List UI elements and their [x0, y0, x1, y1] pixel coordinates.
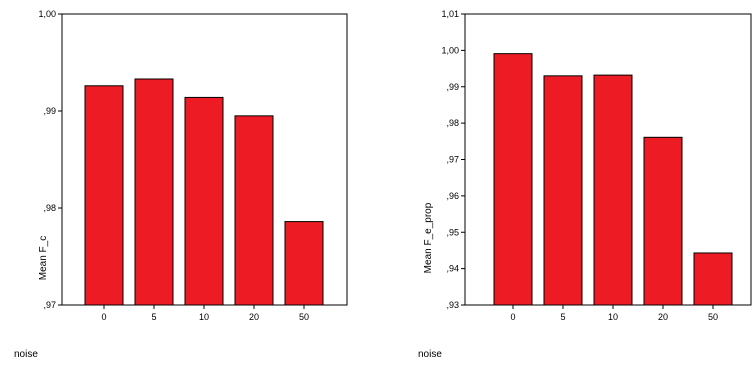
bar-noise-5 — [134, 78, 174, 306]
bar-noise-10 — [593, 74, 633, 306]
y-tick-label: 1,00 — [441, 45, 459, 55]
bar-noise-50 — [284, 221, 324, 306]
y-tick-label: ,98 — [43, 203, 56, 213]
y-axis-title: Mean F_c — [38, 236, 49, 280]
bar-noise-5 — [543, 75, 583, 306]
bar-noise-20 — [643, 136, 683, 306]
bar-noise-10 — [184, 96, 224, 306]
y-tick-label: ,97 — [446, 155, 459, 165]
y-tick-label: ,98 — [446, 118, 459, 128]
y-tick-label: ,93 — [446, 300, 459, 310]
x-axis-title: noise — [418, 349, 442, 360]
y-tick-label: ,97 — [43, 300, 56, 310]
x-tick-label: 20 — [249, 312, 259, 322]
chart-mean-f-e-prop: ,93 ,94 ,95 ,96 ,97 ,98 ,99 1,00 1,01 0 5 10 20 50 Mea… — [418, 9, 752, 360]
x-tick-label: 5 — [151, 312, 156, 322]
x-axis-title: noise — [14, 349, 38, 360]
y-tick-label: ,99 — [43, 106, 56, 116]
x-tick-label: 50 — [708, 312, 718, 322]
x-tick-label: 20 — [658, 312, 668, 322]
x-tick-label: 0 — [101, 312, 106, 322]
y-tick-label: ,94 — [446, 264, 459, 274]
y-tick-label: ,96 — [446, 191, 459, 201]
bar-noise-0 — [493, 53, 533, 306]
y-tick-label: 1,01 — [441, 9, 459, 19]
x-tick-label: 5 — [560, 312, 565, 322]
bar-noise-0 — [84, 85, 124, 306]
y-tick-label: ,99 — [446, 82, 459, 92]
bar-noise-20 — [234, 115, 274, 306]
y-tick-label: ,95 — [446, 227, 459, 237]
y-axis-title: Mean F_e_prop — [423, 202, 434, 273]
x-tick-label: 10 — [608, 312, 618, 322]
x-tick-label: 0 — [510, 312, 515, 322]
bar-noise-50 — [693, 252, 733, 306]
x-tick-label: 50 — [299, 312, 309, 322]
x-tick-label: 10 — [199, 312, 209, 322]
y-tick-label: 1,00 — [38, 9, 56, 19]
